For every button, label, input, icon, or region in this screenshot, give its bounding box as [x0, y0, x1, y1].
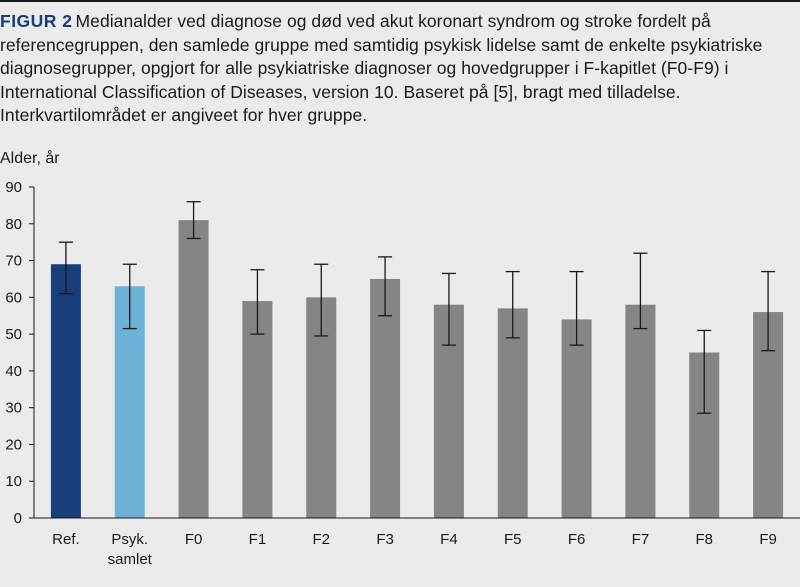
y-tick-label: 70 [5, 253, 22, 270]
caption-text: Medianalder ved diagnose og død ved akut… [0, 11, 763, 125]
figure-label: FIGUR 2 [0, 11, 73, 31]
y-tick-label: 90 [5, 179, 22, 196]
x-tick-label: samlet [108, 551, 153, 568]
y-tick-label: 10 [5, 473, 22, 490]
y-tick-label: 30 [5, 400, 22, 417]
bar [178, 220, 209, 518]
x-tick-label: F3 [376, 531, 394, 548]
x-tick-label: F5 [504, 531, 522, 548]
x-tick-label: F4 [440, 531, 458, 548]
figure-caption: FIGUR 2 Medianalder ved diagnose og død v… [0, 10, 796, 128]
bar [497, 308, 528, 518]
x-tick-label: F0 [185, 531, 203, 548]
y-tick-label: 20 [5, 436, 22, 453]
y-tick-label: 80 [5, 216, 22, 233]
y-tick-label: 0 [14, 510, 22, 527]
x-tick-label: F8 [695, 531, 713, 548]
bar [370, 278, 401, 518]
top-rule [0, 0, 800, 2]
y-tick-label: 50 [5, 326, 22, 343]
y-tick-label: 40 [5, 363, 22, 380]
x-tick-label: F1 [249, 531, 267, 548]
x-tick-label: F7 [632, 531, 650, 548]
x-tick-label: F2 [312, 531, 330, 548]
x-tick-label: F6 [568, 531, 586, 548]
bar [50, 264, 81, 518]
x-tick-label: Psyk. [111, 531, 148, 548]
bar [242, 301, 273, 518]
x-tick-label: Ref. [52, 531, 80, 548]
y-axis-label: Alder, år [0, 150, 60, 167]
y-tick-label: 60 [5, 289, 22, 306]
bar [561, 319, 592, 518]
x-tick-label: F9 [759, 531, 777, 548]
bar [625, 304, 656, 518]
